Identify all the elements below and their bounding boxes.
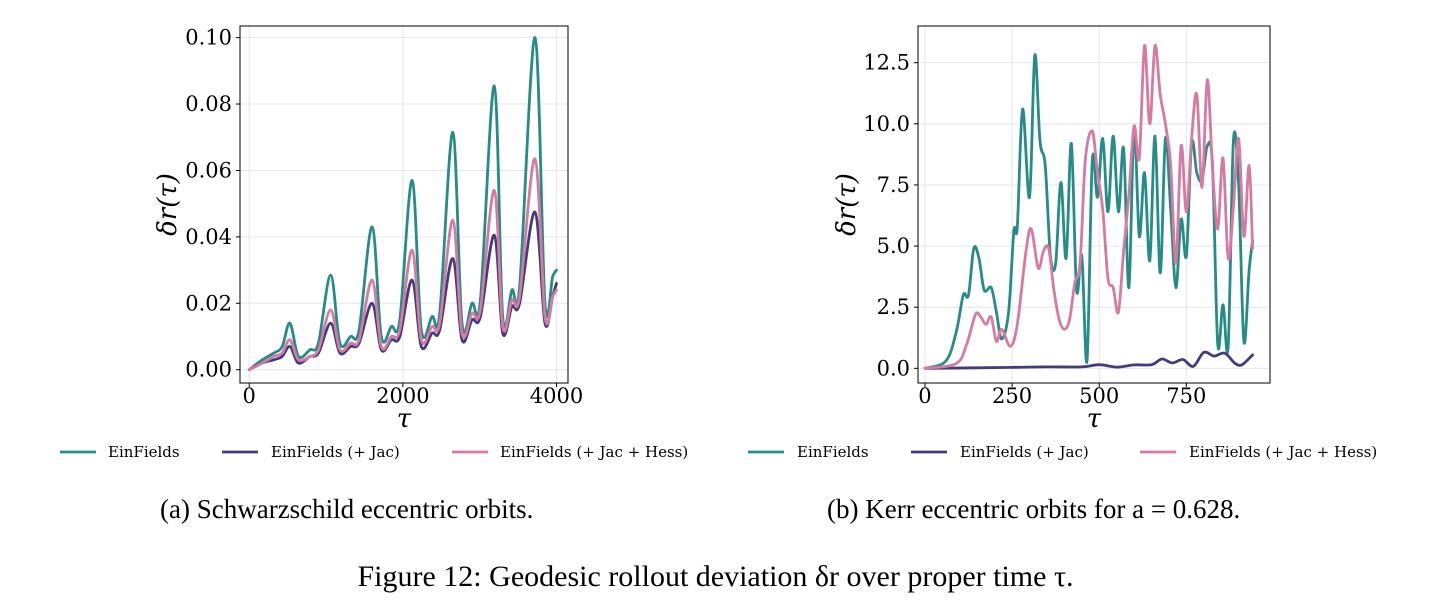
y-tick-label: 0.10 xyxy=(185,26,232,50)
x-tick-label: 2000 xyxy=(376,384,429,408)
y-tick-label: 12.5 xyxy=(863,51,910,75)
x-tick-label: 750 xyxy=(1166,384,1206,408)
series-line-jac xyxy=(247,210,558,372)
x-axis-label: τ xyxy=(1087,404,1102,434)
caption-schwarzschild: (a) Schwarzschild eccentric orbits. xyxy=(160,494,534,524)
x-tick-label: 0 xyxy=(918,384,931,408)
y-tick-label: 0.00 xyxy=(185,358,232,382)
caption-kerr: (b) Kerr eccentric orbits for a = 0.628. xyxy=(827,494,1241,524)
x-tick-label: 500 xyxy=(1079,384,1119,408)
figure-caption: Figure 12: Geodesic rollout deviation δr… xyxy=(0,560,1431,594)
figure-caption-prefix: Figure 12: xyxy=(357,560,482,593)
x-tick-label: 250 xyxy=(992,384,1032,408)
legend-label: EinFields (+ Jac + Hess) xyxy=(500,443,688,461)
y-tick-label: 0.04 xyxy=(185,225,232,249)
y-axis-label: δr(τ) xyxy=(832,173,862,236)
axes-frame xyxy=(239,25,569,384)
series-line-jac-hess xyxy=(247,157,558,372)
y-tick-label: 0.08 xyxy=(185,92,232,116)
legend-label: EinFields (+ Jac) xyxy=(271,443,400,461)
y-tick-label: 0.0 xyxy=(877,356,910,380)
legend-label: EinFields xyxy=(797,443,869,461)
legend-schwarzschild: EinFields EinFields (+ Jac) EinFields (+ J… xyxy=(60,443,688,461)
plot-kerr: 0 250 500 750 0.0 2.5 5.0 7.5 10.0 12.5 τ δr(τ) xyxy=(832,25,1271,434)
y-tick-label: 10.0 xyxy=(863,112,910,136)
legend-label: EinFields xyxy=(108,443,180,461)
y-tick-label: 2.5 xyxy=(877,295,910,319)
figure-caption-text: Geodesic rollout deviation δr over prope… xyxy=(489,560,1074,593)
legend-label: EinFields (+ Jac) xyxy=(960,443,1089,461)
y-tick-label: 7.5 xyxy=(877,173,910,197)
legend-label: EinFields (+ Jac + Hess) xyxy=(1189,443,1377,461)
axes-frame xyxy=(917,25,1271,384)
y-tick-label: 5.0 xyxy=(877,234,910,258)
x-tick-label: 0 xyxy=(243,384,256,408)
series-line-jac-hess xyxy=(923,44,1254,370)
y-tick-label: 0.06 xyxy=(185,158,232,182)
y-axis-label: δr(τ) xyxy=(153,173,183,236)
legend-kerr: EinFields EinFields (+ Jac) EinFields (+ J… xyxy=(748,443,1377,461)
series-line-jac xyxy=(923,350,1254,370)
series-line-einfields xyxy=(923,53,1254,370)
plot-schwarzschild: 0 2000 4000 0.00 0.02 0.04 0.06 0.08 0.10 τ δr(τ) xyxy=(153,25,583,434)
y-tick-label: 0.02 xyxy=(185,291,232,315)
x-axis-label: τ xyxy=(397,404,412,434)
x-tick-label: 4000 xyxy=(530,384,583,408)
